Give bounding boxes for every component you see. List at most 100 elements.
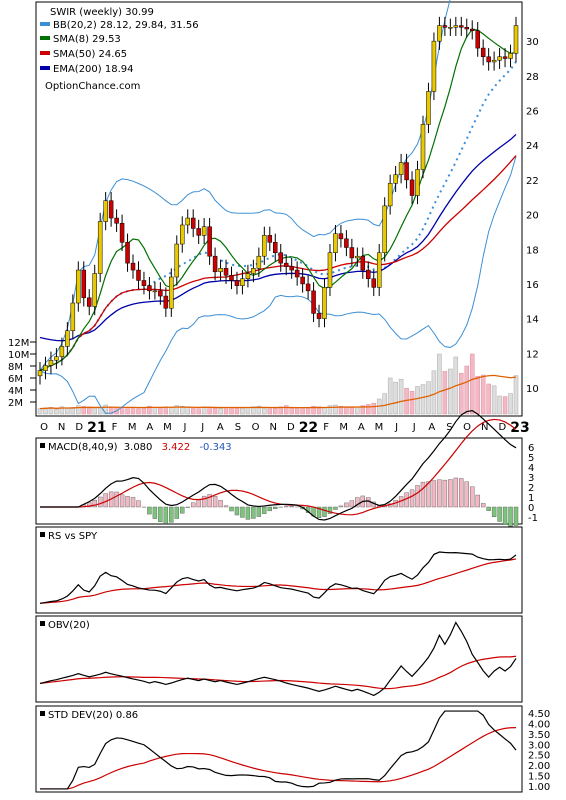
macd-hist-bar [448, 479, 452, 507]
y-tick-label: 30 [526, 37, 539, 48]
macd-hist-bar [366, 498, 370, 507]
volume-bar [246, 407, 250, 414]
x-month-label: A [358, 422, 365, 433]
candle-body [333, 234, 337, 253]
x-month-label: D [287, 422, 295, 433]
candle-body [416, 169, 420, 195]
candle-body [54, 357, 58, 360]
candle-body [126, 242, 130, 263]
volume-tick-label: 10M [8, 350, 29, 361]
volume-bar [399, 379, 403, 414]
macd-tick-label: 4 [528, 463, 534, 474]
candle-body [405, 163, 409, 180]
macd-tick-label: 3 [528, 473, 534, 484]
volume-bar [383, 394, 387, 414]
candle-body [60, 346, 64, 356]
volume-bar [410, 391, 414, 414]
candle-body [208, 227, 212, 256]
legend-bb: BB(20,2) 28.12, 29.84, 31.56 [53, 20, 199, 31]
candle-body [503, 57, 507, 59]
volume-tick-label: 2M [8, 398, 23, 409]
volume-bar [284, 406, 288, 414]
legend-ema200: EMA(200) 18.94 [53, 64, 133, 75]
volume-bar [268, 409, 272, 414]
volume-bar [323, 407, 327, 414]
std-tick-label: 1.00 [528, 782, 550, 793]
macd-hist-bar [514, 507, 518, 526]
macd-hist-bar [235, 507, 239, 515]
macd-hist-bar [339, 506, 343, 507]
legend-swatch-sma8 [40, 36, 50, 40]
macd-hist-bar [158, 507, 162, 522]
candle-body [426, 91, 430, 124]
std-tick-label: 1.50 [528, 771, 550, 782]
candle-body [350, 248, 354, 258]
candle-body [465, 27, 469, 29]
x-month-label: F [112, 422, 118, 433]
candle-body [399, 163, 403, 175]
candle-body [273, 242, 277, 252]
legend-title: SWIR (weekly) 30.99 [50, 7, 154, 18]
volume-bar [388, 378, 392, 414]
legend-sma8: SMA(8) 29.53 [53, 34, 121, 45]
volume-bar [290, 407, 294, 414]
candle-body [317, 313, 321, 318]
macd-hist-bar [219, 500, 223, 507]
x-year-label: 21 [87, 420, 106, 436]
volume-bar [509, 394, 513, 414]
macd-name: MACD(8,40,9) [48, 442, 118, 453]
macd-hist-bar [344, 503, 348, 507]
candle-body [279, 253, 283, 263]
candle-body [136, 270, 140, 280]
candle-body [158, 291, 162, 296]
candle-body [49, 360, 53, 365]
x-month-label: A [146, 422, 153, 433]
candle-body [229, 275, 233, 280]
macd-hist-bar [290, 506, 294, 507]
volume-bar [476, 376, 480, 414]
volume-bar [487, 384, 491, 414]
y-tick-label: 20 [526, 211, 539, 222]
volume-bar [394, 382, 398, 414]
candle-body [131, 263, 135, 270]
candle-body [219, 268, 223, 271]
candle-body [301, 277, 305, 284]
macd-hist-bar [169, 507, 173, 522]
candle-body [344, 239, 348, 248]
x-month-label: M [339, 422, 348, 433]
macd-hist-bar [487, 507, 491, 511]
macd-tick-label: 1 [528, 493, 534, 504]
candle-body [142, 280, 146, 285]
volume-bar [470, 354, 474, 414]
volume-bar [350, 407, 354, 414]
volume-bar [262, 408, 266, 414]
candle-body [240, 279, 244, 286]
volume-bar [235, 409, 239, 414]
macd-hist-bar [175, 507, 179, 519]
macd-hist-bar [503, 507, 507, 525]
y-tick-label: 14 [526, 315, 539, 326]
x-year-label: 22 [299, 420, 318, 436]
macd-hist-bar [191, 503, 195, 507]
x-month-label: A [428, 422, 435, 433]
y-tick-label: 22 [526, 176, 539, 187]
candle-body [115, 218, 119, 223]
macd-hist-bar [213, 496, 217, 507]
volume-bar [437, 354, 441, 414]
candle-body [492, 60, 496, 62]
volume-bar [131, 408, 135, 414]
volume-bar [54, 409, 58, 414]
legend-swatch-ema200 [40, 66, 50, 70]
candle-body [65, 331, 69, 347]
volume-bar [197, 409, 201, 414]
std-tick-label: 2.50 [528, 751, 550, 762]
macd-hist-bar [465, 482, 469, 507]
candle-body [498, 57, 502, 60]
candle-body [169, 277, 173, 308]
macd-label: MACD(8,40,9) 3.080 3.422 -0.343 [48, 442, 232, 453]
candle-body [481, 48, 485, 57]
macd-hist-bar [459, 478, 463, 507]
volume-bar [240, 408, 244, 414]
macd-hist-bar [164, 507, 168, 524]
macd-hist-bar [421, 482, 425, 507]
